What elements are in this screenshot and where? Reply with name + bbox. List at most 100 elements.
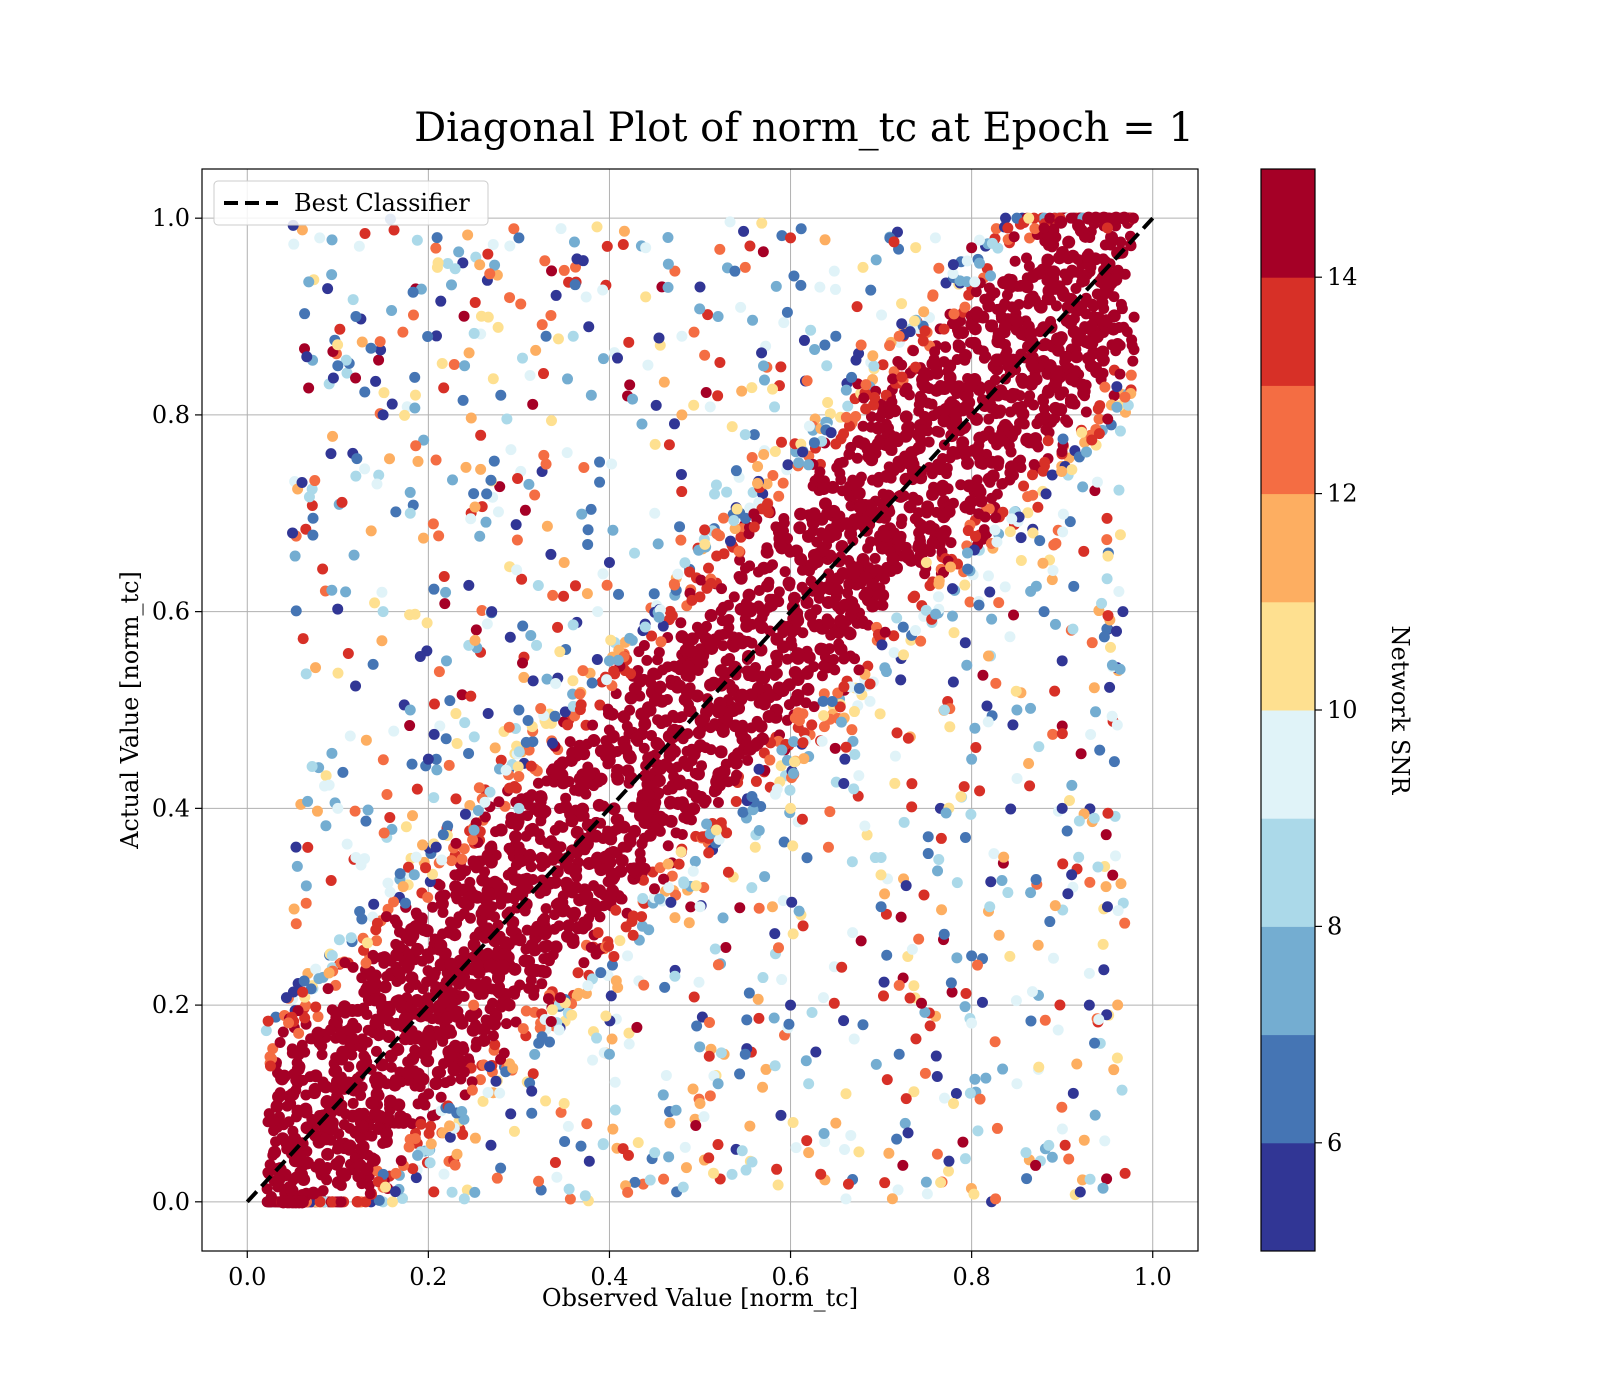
scatter-point: [534, 1022, 546, 1034]
scatter-point: [806, 719, 818, 731]
scatter-point: [753, 825, 765, 837]
scatter-point: [757, 246, 769, 258]
scatter-point: [507, 1062, 519, 1074]
scatter-point: [397, 881, 409, 893]
scatter-point: [886, 552, 900, 566]
scatter-point: [322, 283, 334, 295]
scatter-point: [268, 1145, 282, 1159]
scatter-point: [637, 892, 649, 904]
scatter-point: [914, 392, 928, 406]
scatter-point: [752, 461, 764, 473]
scatter-point: [522, 714, 534, 726]
scatter-point: [384, 1094, 398, 1108]
scatter-point: [547, 589, 559, 601]
scatter-point: [1054, 999, 1066, 1011]
scatter-point: [403, 982, 415, 994]
scatter-point: [409, 1133, 421, 1145]
scatter-point: [474, 1074, 486, 1086]
scatter-point: [1046, 469, 1058, 481]
scatter-point: [801, 852, 813, 864]
scatter-point: [289, 550, 301, 562]
scatter-point: [951, 877, 963, 889]
scatter-point: [921, 1188, 933, 1200]
scatter-point: [945, 561, 957, 573]
scatter-point: [533, 790, 547, 804]
scatter-point: [1023, 758, 1035, 770]
scatter-point: [998, 320, 1012, 334]
scatter-point: [1033, 299, 1047, 313]
scatter-point: [460, 461, 472, 473]
scatter-point: [1044, 916, 1056, 928]
scatter-point: [309, 1069, 323, 1083]
scatter-point: [1056, 655, 1068, 667]
scatter-point: [1038, 222, 1050, 234]
scatter-point: [377, 409, 389, 421]
scatter-point: [939, 341, 951, 353]
scatter-point: [842, 400, 854, 412]
scatter-point: [867, 350, 879, 362]
scatter-point: [840, 517, 854, 531]
scatter-point: [587, 734, 601, 748]
scatter-point: [853, 501, 867, 515]
scatter-point: [938, 323, 950, 335]
scatter-point: [663, 795, 677, 809]
scatter-point: [968, 373, 982, 387]
scatter-point: [459, 808, 471, 820]
scatter-point: [517, 657, 529, 669]
scatter-point: [1107, 869, 1119, 881]
scatter-point: [1102, 550, 1114, 562]
scatter-point: [1002, 222, 1014, 234]
scatter-point: [892, 533, 906, 547]
scatter-point: [394, 1110, 408, 1124]
scatter-point: [438, 571, 450, 583]
scatter-point: [404, 720, 416, 732]
scatter-point: [857, 1019, 869, 1031]
scatter-point: [825, 629, 837, 641]
scatter-point: [1099, 1135, 1111, 1147]
scatter-point: [984, 901, 996, 913]
scatter-point: [1080, 446, 1092, 458]
scatter-point: [492, 321, 504, 333]
scatter-point: [314, 232, 326, 244]
scatter-point: [744, 240, 756, 252]
scatter-point: [430, 753, 442, 765]
scatter-point: [428, 1186, 440, 1198]
scatter-point: [344, 730, 356, 742]
scatter-point: [337, 766, 349, 778]
scatter-point: [1102, 413, 1114, 425]
scatter-point: [728, 515, 740, 527]
scatter-point: [653, 893, 665, 905]
scatter-point: [821, 615, 835, 629]
scatter-point: [907, 592, 919, 604]
scatter-point: [1111, 337, 1125, 351]
scatter-point: [1071, 334, 1085, 348]
scatter-point: [807, 507, 821, 521]
scatter-point: [836, 567, 850, 581]
scatter-point: [623, 1027, 635, 1039]
scatter-point: [505, 444, 517, 456]
scatter-point: [648, 588, 660, 600]
scatter-point: [1047, 265, 1061, 279]
scatter-point: [422, 330, 434, 342]
scatter-point: [1093, 428, 1105, 440]
scatter-point: [623, 1038, 635, 1050]
scatter-point: [659, 981, 671, 993]
scatter-point: [686, 755, 698, 767]
scatter-point: [712, 704, 726, 718]
scatter-point: [306, 1186, 320, 1200]
scatter-point: [438, 382, 450, 394]
scatter-point: [481, 618, 493, 630]
scatter-point: [675, 468, 687, 480]
scatter-point: [954, 275, 966, 287]
scatter-point: [1047, 564, 1059, 576]
scatter-point: [801, 375, 813, 387]
scatter-point: [1024, 780, 1036, 792]
scatter-point: [1112, 999, 1124, 1011]
scatter-point: [933, 591, 945, 603]
scatter-point: [805, 324, 817, 336]
scatter-point: [444, 1131, 456, 1143]
scatter-point: [1028, 399, 1040, 411]
scatter-point: [477, 1095, 489, 1107]
scatter-point: [306, 500, 318, 512]
scatter-point: [636, 418, 648, 430]
